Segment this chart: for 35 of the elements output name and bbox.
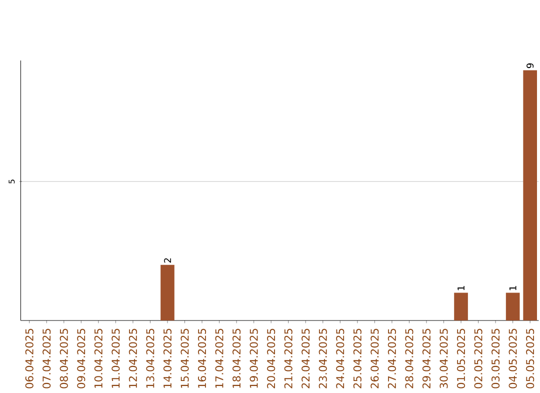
x-tick-label: 12.04.2025 — [128, 328, 137, 388]
x-tick-label: 21.04.2025 — [284, 328, 292, 388]
x-tick-label: 11.04.2025 — [112, 328, 120, 388]
x-tick-label: 22.04.2025 — [302, 328, 310, 388]
x-tick-label: 01.05.2025 — [456, 328, 466, 388]
x-tick-label: 14.04.2025 — [163, 328, 172, 388]
x-tick-label: 08.04.2025 — [60, 328, 68, 388]
x-tick-label: 13.04.2025 — [146, 328, 154, 388]
x-tick-label: 23.04.2025 — [318, 328, 327, 388]
x-tick-label: 24.04.2025 — [336, 328, 344, 388]
data-label: 1 — [509, 286, 516, 290]
x-tick-label: 27.04.2025 — [388, 328, 396, 388]
x-tick-label: 25.04.2025 — [353, 328, 362, 388]
data-label: 2 — [164, 258, 171, 262]
data-label: 1 — [458, 286, 464, 290]
x-tick-label: 20.04.2025 — [267, 328, 276, 388]
x-tick-label: 19.04.2025 — [250, 328, 258, 388]
data-label: 9 — [526, 63, 534, 68]
x-tick-label: 26.04.2025 — [370, 328, 379, 388]
x-tick-label: 15.04.2025 — [180, 328, 189, 388]
x-tick-label: 06.04.2025 — [25, 328, 34, 388]
x-tick-label: 05.05.2025 — [526, 328, 534, 388]
x-tick-label: 16.04.2025 — [198, 328, 206, 388]
x-tick-label: 04.05.2025 — [508, 328, 517, 388]
x-tick-label: 09.04.2025 — [77, 328, 86, 388]
x-tick-label: 28.04.2025 — [405, 328, 414, 388]
x-tick-label: 18.04.2025 — [232, 328, 241, 388]
x-tick-label: 10.04.2025 — [94, 328, 102, 388]
x-tick-label: 02.05.2025 — [474, 328, 482, 388]
x-tick-label: 03.05.2025 — [492, 328, 500, 388]
x-tick-label: 07.04.2025 — [42, 328, 51, 388]
x-tick-label: 17.04.2025 — [215, 328, 224, 388]
x-tick-label: 30.04.2025 — [440, 328, 448, 388]
x-tick-label: 29.04.2025 — [422, 328, 431, 388]
y-tick-label: 5 — [8, 179, 15, 184]
